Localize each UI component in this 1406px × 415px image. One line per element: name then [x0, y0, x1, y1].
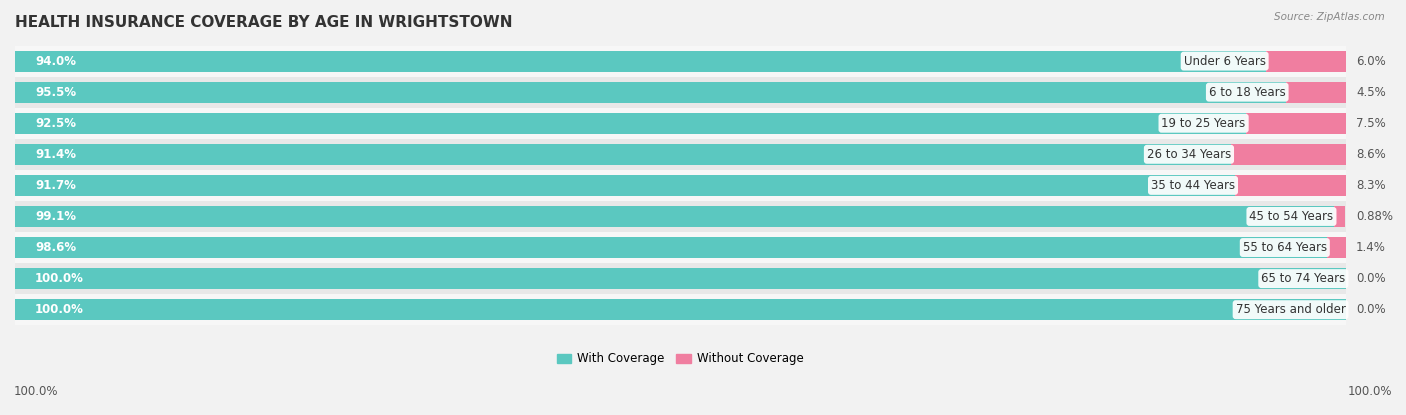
Text: 91.7%: 91.7% [35, 179, 76, 192]
Text: HEALTH INSURANCE COVERAGE BY AGE IN WRIGHTSTOWN: HEALTH INSURANCE COVERAGE BY AGE IN WRIG… [15, 15, 513, 30]
Bar [15, 232, 1346, 263]
Bar [15, 46, 1346, 77]
Bar [15, 51, 1265, 72]
Text: Under 6 Years: Under 6 Years [1184, 55, 1265, 68]
Bar [1234, 175, 1346, 196]
Text: 65 to 74 Years: 65 to 74 Years [1261, 272, 1346, 285]
Text: Source: ZipAtlas.com: Source: ZipAtlas.com [1274, 12, 1385, 22]
Text: 98.6%: 98.6% [35, 241, 76, 254]
Bar [15, 82, 1285, 103]
Text: 6 to 18 Years: 6 to 18 Years [1209, 85, 1285, 99]
Bar [15, 170, 1346, 201]
Text: 45 to 54 Years: 45 to 54 Years [1250, 210, 1333, 223]
Text: 19 to 25 Years: 19 to 25 Years [1161, 117, 1246, 130]
Bar [15, 201, 1346, 232]
Bar [15, 294, 1346, 325]
Bar [15, 263, 1346, 294]
Text: 99.1%: 99.1% [35, 210, 76, 223]
Text: 100.0%: 100.0% [35, 303, 84, 316]
Bar [15, 206, 1333, 227]
Bar [1265, 51, 1346, 72]
Text: 55 to 64 Years: 55 to 64 Years [1243, 241, 1327, 254]
Bar [15, 237, 1327, 258]
Text: 26 to 34 Years: 26 to 34 Years [1147, 148, 1232, 161]
Legend: With Coverage, Without Coverage: With Coverage, Without Coverage [553, 348, 808, 370]
Text: 100.0%: 100.0% [35, 272, 84, 285]
Bar [1232, 144, 1346, 165]
Bar [1285, 82, 1346, 103]
Text: 8.3%: 8.3% [1357, 179, 1386, 192]
Text: 75 Years and older: 75 Years and older [1236, 303, 1346, 316]
Text: 100.0%: 100.0% [1347, 386, 1392, 398]
Text: 0.88%: 0.88% [1355, 210, 1393, 223]
Text: 100.0%: 100.0% [14, 386, 59, 398]
Bar [1327, 237, 1346, 258]
Text: 7.5%: 7.5% [1357, 117, 1386, 130]
Bar [1333, 206, 1346, 227]
Text: 0.0%: 0.0% [1357, 303, 1386, 316]
Bar [15, 139, 1346, 170]
Text: 1.4%: 1.4% [1357, 241, 1386, 254]
Text: 4.5%: 4.5% [1357, 85, 1386, 99]
Bar [15, 144, 1232, 165]
Text: 92.5%: 92.5% [35, 117, 76, 130]
Bar [15, 108, 1346, 139]
Text: 0.0%: 0.0% [1357, 272, 1386, 285]
Bar [15, 268, 1346, 289]
Text: 95.5%: 95.5% [35, 85, 76, 99]
Bar [15, 175, 1234, 196]
Text: 35 to 44 Years: 35 to 44 Years [1152, 179, 1234, 192]
Text: 94.0%: 94.0% [35, 55, 76, 68]
Text: 8.6%: 8.6% [1357, 148, 1386, 161]
Bar [1246, 112, 1346, 134]
Text: 6.0%: 6.0% [1357, 55, 1386, 68]
Text: 91.4%: 91.4% [35, 148, 76, 161]
Bar [15, 299, 1346, 320]
Bar [15, 112, 1246, 134]
Bar [15, 77, 1346, 108]
